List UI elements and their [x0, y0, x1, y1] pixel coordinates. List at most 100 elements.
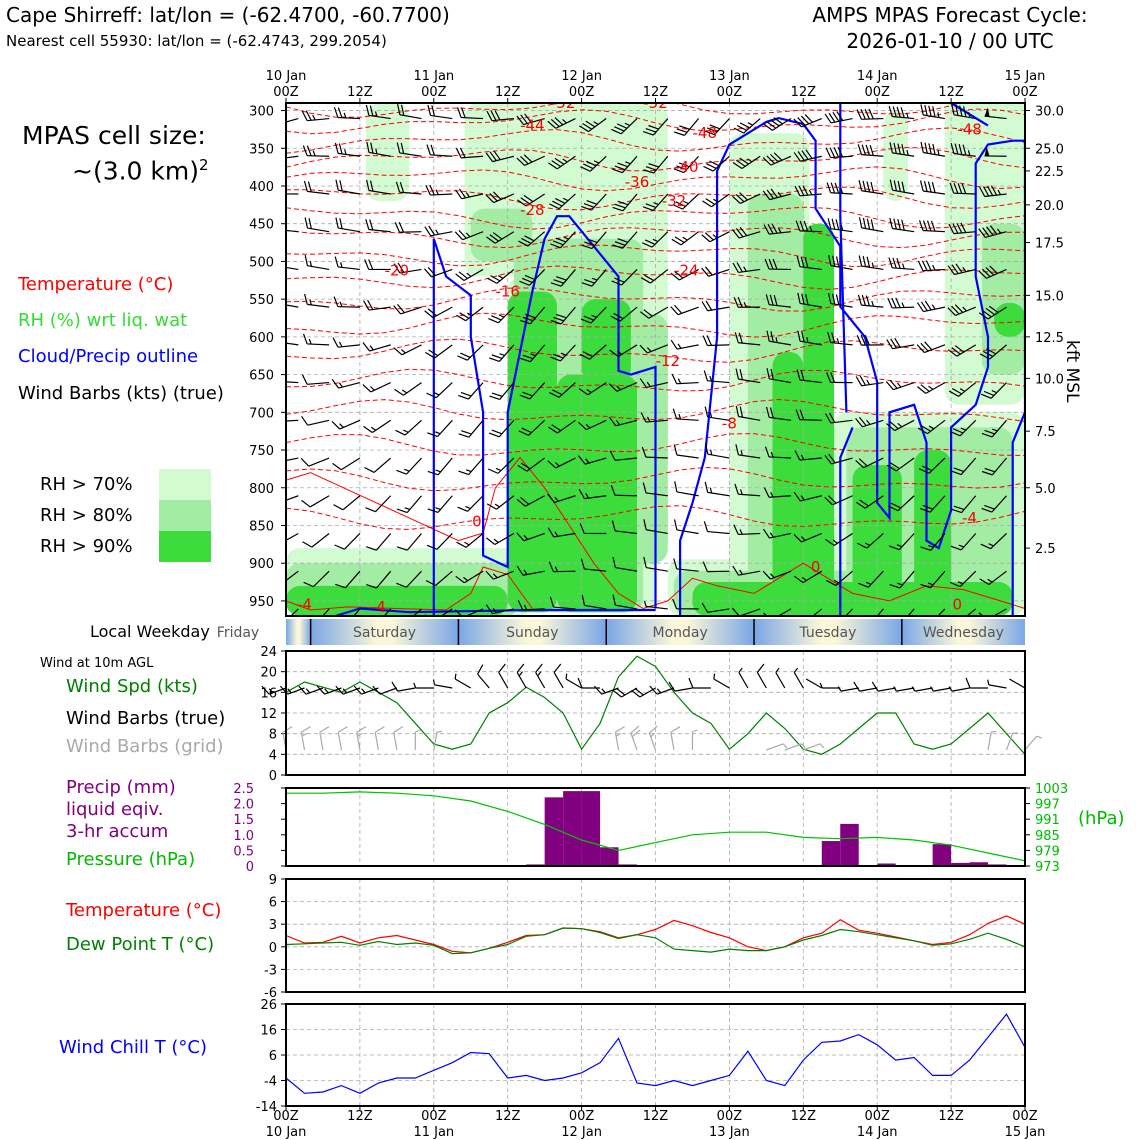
xs-wind-barb-full	[582, 122, 593, 130]
xs-wind-barb-full	[493, 150, 501, 161]
xs-wind-barb	[518, 419, 546, 436]
xs-wind-barb	[824, 532, 853, 546]
xs-wind-barb-half	[493, 538, 499, 543]
wind10m-barb-staff	[756, 672, 767, 689]
xs-wind-barb	[581, 193, 607, 211]
weekday-name-0: Friday	[217, 625, 259, 641]
xs-wind-barb-full	[488, 432, 500, 438]
wind10m-barb-half	[819, 682, 823, 689]
xs-wind-barb-full	[617, 200, 629, 206]
xs-wind-barb	[733, 297, 761, 308]
xs-wind-barb-full	[894, 337, 901, 348]
xs-wind-barb	[334, 142, 360, 157]
wind-grid-barb-half	[357, 732, 363, 737]
xs-wind-barb-staff	[711, 193, 730, 208]
xs-wind-barb-full	[366, 179, 370, 191]
xs-wind-barb-half	[740, 450, 743, 456]
xs-wind-barb-full	[491, 354, 503, 360]
xs-wind-barb-full	[673, 558, 678, 570]
xs-wind-barb-full	[835, 219, 840, 230]
xs-wind-barb-full	[549, 392, 560, 398]
xs-wind-barb	[855, 495, 884, 509]
xs-wind-barb-full	[333, 296, 339, 307]
wind10m-barb-half	[287, 688, 292, 694]
xs-wind-barb-full	[735, 405, 740, 417]
wind-grid-barb	[987, 730, 997, 751]
wind10m-barb-half	[413, 682, 417, 689]
xs-wind-barb-full	[736, 262, 743, 273]
wind-grid-barb-half	[615, 732, 622, 737]
xs-wind-barb-full	[981, 432, 993, 438]
xs-wind-barb-half	[959, 388, 966, 392]
isotherm-solid-1	[286, 566, 533, 611]
xs-wind-barb	[639, 378, 668, 389]
xs-wind-barb-staff	[707, 608, 730, 613]
xs-wind-barb-full	[521, 277, 533, 283]
xs-wind-barb	[886, 337, 915, 350]
xs-wind-barb-half	[585, 423, 591, 429]
pressure-line	[286, 791, 1026, 862]
xs-wind-barb-half	[467, 312, 473, 317]
temp-contour-label: -4	[297, 596, 312, 614]
xs-wind-barb	[641, 446, 668, 459]
xs-wind-barb-full	[550, 243, 561, 249]
xs-wind-barb-full	[829, 147, 836, 158]
xs-wind-barb-full	[334, 256, 339, 268]
xs-wind-barb	[762, 570, 792, 580]
xs-wind-barb-full	[552, 200, 563, 207]
xs-wind-barb-staff	[307, 155, 330, 157]
xs-wind-barb-full	[701, 267, 709, 277]
xs-wind-barb	[762, 152, 792, 166]
xs-wind-barb-flag	[984, 107, 990, 117]
xs-wind-barb-staff	[893, 382, 915, 391]
xs-wind-barb-staff	[739, 608, 761, 616]
xs-wind-barb	[701, 602, 730, 613]
xs-wind-barb-half	[988, 543, 994, 547]
xs-wind-barb-full	[308, 218, 312, 229]
wind10m-barb-full	[756, 663, 765, 673]
xs-wind-barb	[735, 368, 761, 384]
xs-wind-barb-full	[762, 528, 770, 539]
xs-wind-barb-full	[579, 353, 590, 360]
xs-wind-barb-half	[739, 529, 743, 535]
xs-wind-barb-full	[583, 315, 595, 321]
xs-wind-barb-full	[918, 220, 924, 231]
wind-grid-barb-half	[1012, 732, 1019, 734]
rh90-region-2	[581, 299, 631, 383]
xs-wind-barb-full	[769, 294, 774, 306]
top-date-label: 12 Jan	[561, 69, 602, 84]
xs-wind-barb-full	[424, 226, 432, 237]
xs-wind-barb	[335, 570, 361, 589]
xs-wind-barb-full	[733, 297, 739, 308]
weekday-cell-3	[606, 619, 755, 645]
xs-wind-barb	[703, 521, 730, 535]
xs-wind-barb-full	[897, 180, 901, 192]
xs-wind-barb	[304, 255, 330, 271]
xs-wind-barb-half	[563, 236, 569, 240]
xs-wind-barb-full	[739, 406, 744, 418]
xs-wind-barb-full	[889, 584, 901, 589]
xs-wind-barb	[766, 368, 792, 384]
xs-wind-barb-full	[488, 468, 499, 474]
cross-section-panel: -44 -48 -48-52-52-40-36-32-28-24-20-16-12-…	[249, 69, 1064, 617]
xs-wind-barb-full	[679, 125, 690, 130]
wind10m-barb-staff	[674, 687, 693, 692]
xs-wind-barb-full	[455, 273, 465, 281]
xs-wind-barb	[393, 262, 422, 274]
xs-wind-barb	[394, 221, 422, 233]
xs-wind-barb	[674, 118, 700, 136]
wind-grid-barb-full	[648, 725, 658, 734]
xs-wind-barb-full	[552, 389, 563, 396]
xs-wind-barb	[762, 188, 792, 201]
xs-wind-barb-full	[335, 179, 339, 191]
precip-label-2: liquid eqiv.	[66, 799, 164, 820]
rh70-region-2	[556, 103, 613, 171]
wind-grid-barb-half	[692, 729, 698, 733]
xs-wind-barb	[458, 457, 484, 476]
xs-wind-barb-full	[952, 388, 962, 395]
xs-wind-barb-staff	[434, 344, 453, 359]
xs-wind-barb	[486, 110, 514, 122]
xs-wind-barb-full	[797, 330, 801, 342]
xs-wind-barb	[763, 487, 792, 498]
